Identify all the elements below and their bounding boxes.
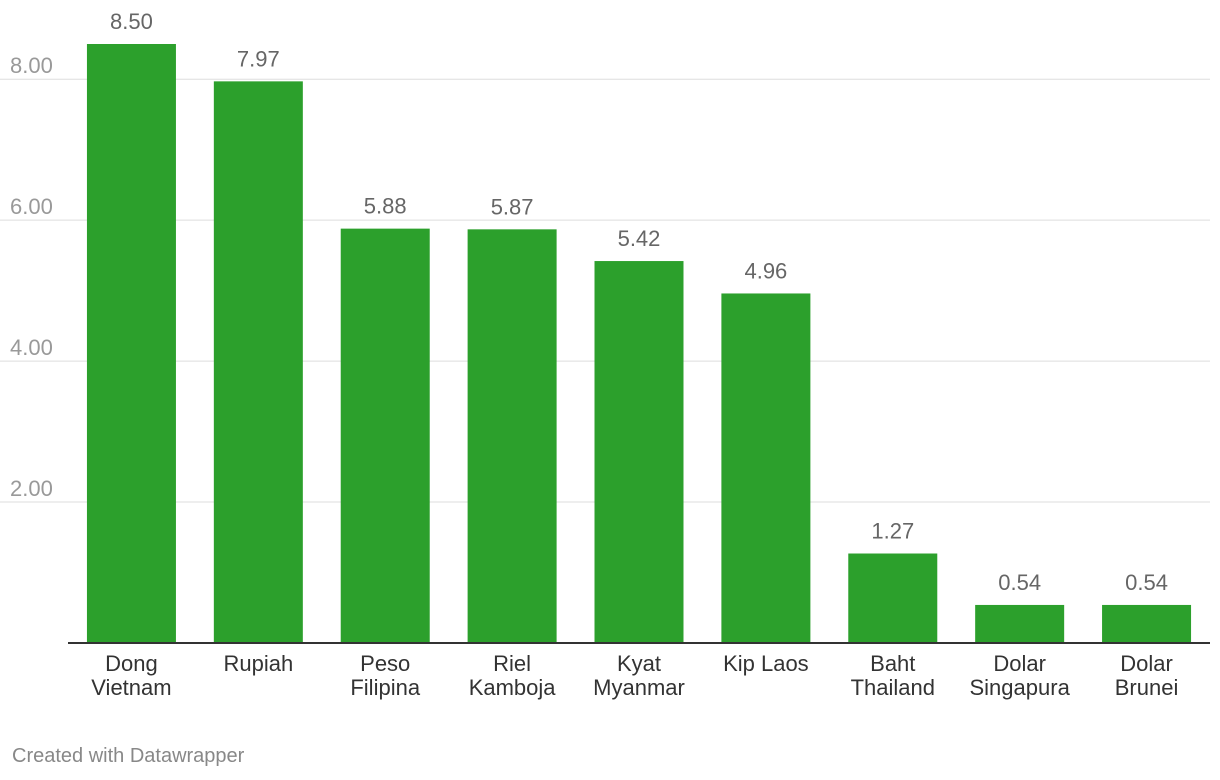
y-tick-label: 4.00 — [10, 335, 53, 360]
bar-value-label: 0.54 — [998, 570, 1041, 595]
bar — [594, 261, 684, 643]
x-category-label: Kyat Myanmar — [593, 651, 685, 700]
x-category-label: Dolar Singapura — [970, 651, 1071, 700]
x-category-label: Peso Filipina — [350, 651, 420, 700]
bar-value-label: 0.54 — [1125, 570, 1168, 595]
x-category-label: Baht Thailand — [851, 651, 935, 700]
x-category-label: Riel Kamboja — [469, 651, 557, 700]
bar — [1102, 604, 1192, 643]
bar — [86, 44, 176, 643]
bar-value-label: 5.87 — [491, 194, 534, 219]
bar — [467, 229, 557, 643]
bar-value-label: 5.42 — [618, 226, 661, 251]
x-category-label: Kip Laos — [723, 651, 809, 676]
bar-value-label: 7.97 — [237, 46, 280, 71]
y-tick-label: 2.00 — [10, 476, 53, 501]
bar — [848, 553, 938, 643]
y-tick-label: 8.00 — [10, 53, 53, 78]
bar — [721, 293, 811, 643]
x-category-label: Dolar Brunei — [1115, 651, 1179, 700]
x-category-label: Rupiah — [223, 651, 293, 676]
credit-footer: Created with Datawrapper — [12, 745, 245, 767]
bar-value-label: 8.50 — [110, 9, 153, 34]
bar-value-label: 1.27 — [871, 519, 914, 544]
bar — [213, 81, 303, 643]
bar — [340, 228, 430, 643]
bar-value-label: 4.96 — [744, 258, 787, 283]
bar-value-label: 5.88 — [364, 194, 407, 219]
y-tick-label: 6.00 — [10, 194, 53, 219]
bar — [975, 604, 1065, 643]
x-category-label: Dong Vietnam — [91, 651, 171, 700]
